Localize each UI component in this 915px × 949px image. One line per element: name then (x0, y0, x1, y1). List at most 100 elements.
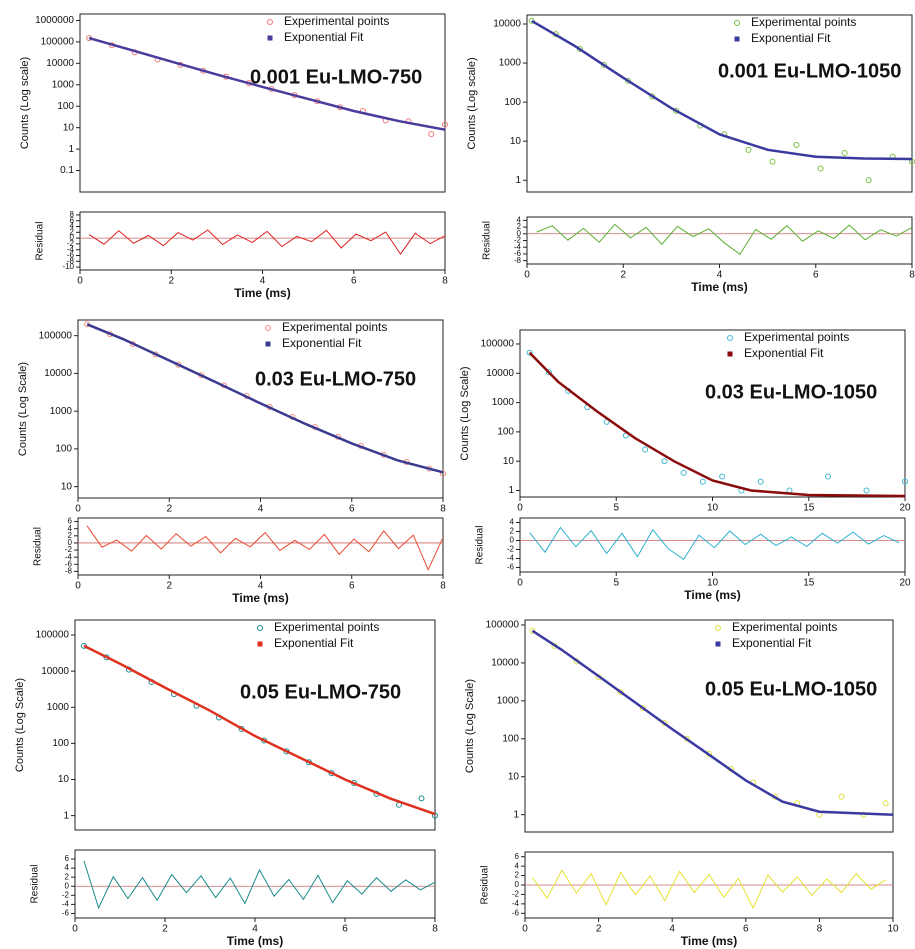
x-tick-label: 5 (613, 578, 619, 589)
y-tick-label: -6 (507, 563, 515, 572)
y-tick-label: 100 (502, 733, 519, 744)
legend-label: Exponential Fit (732, 636, 812, 650)
plot-frame (74, 849, 436, 919)
legend-marker (715, 625, 721, 631)
y-tick-label: 1 (508, 485, 514, 496)
y-tick-label: 0 (65, 881, 70, 890)
legend-marker (727, 335, 733, 341)
legend-label: Experimental points (284, 14, 389, 28)
y-tick-label: 10000 (491, 658, 519, 669)
y-tick-label: -2 (67, 239, 75, 248)
y-tick-label: 6 (515, 852, 520, 861)
y-tick-label: 6 (70, 216, 75, 225)
x-tick-label: 0 (77, 276, 83, 287)
y-tick-label: 6 (65, 854, 70, 863)
experimental-point (817, 165, 824, 172)
x-axis-label: Time (ms) (691, 280, 747, 294)
x-tick-label: 6 (349, 581, 355, 592)
x-tick-label: 6 (743, 924, 749, 935)
y-tick-label: -6 (65, 559, 73, 568)
y-tick-label: 0.1 (60, 165, 74, 176)
y-tick-label: 1000 (492, 397, 515, 408)
legend-marker (267, 35, 273, 41)
x-tick-label: 0 (517, 578, 523, 589)
y-axis-label: Counts (Log Scale) (14, 678, 26, 772)
experimental-point (617, 689, 624, 696)
x-tick-label: 8 (432, 924, 438, 935)
y-tick-label: 1 (68, 144, 74, 155)
y-tick-label: -4 (514, 242, 522, 251)
fit-line (83, 644, 436, 816)
y-tick-label: 4 (510, 518, 515, 527)
legend-label: Exponential Fit (284, 30, 364, 44)
legend-label: Experimental points (282, 320, 387, 334)
y-tick-label: 100000 (486, 620, 520, 631)
x-axis-label: Time (ms) (232, 591, 288, 605)
y-tick-label: -2 (507, 545, 515, 554)
annotation: 0.03 Eu-LMO-1050 (705, 381, 877, 403)
experimental-point (442, 121, 448, 128)
x-tick-label: 8 (817, 924, 823, 935)
y-tick-label: -8 (67, 256, 75, 265)
experimental-point (625, 77, 632, 84)
y-tick-label: 1000 (52, 79, 75, 90)
plot-frame (524, 619, 894, 833)
residual-line (86, 525, 444, 571)
experimental-point (661, 458, 668, 465)
y-axis-label: Residual (480, 866, 491, 905)
x-axis-label: Time (ms) (227, 934, 283, 948)
legend-marker (727, 351, 733, 357)
y-tick-label: 100 (497, 427, 514, 438)
y-tick-label: 1000 (497, 695, 520, 706)
legend-label: Experimental points (751, 15, 856, 29)
fit-line (531, 19, 913, 161)
y-tick-label: 0 (515, 880, 520, 889)
experimental-point (545, 369, 552, 376)
y-tick-label: 100 (55, 444, 72, 455)
x-tick-label: 8 (440, 581, 446, 592)
y-axis-label: Counts (Log Scale) (17, 362, 29, 456)
experimental-point (825, 473, 831, 480)
y-tick-label: 10 (510, 136, 522, 147)
y-tick-label: 1 (515, 175, 521, 186)
legend-label: Exponential Fit (744, 346, 824, 360)
x-tick-label: 8 (440, 504, 446, 515)
y-tick-label: 1000000 (35, 15, 74, 26)
fit-line (88, 36, 446, 131)
plot-frame (77, 517, 444, 576)
experimental-point (719, 473, 726, 480)
y-tick-label: -4 (507, 554, 515, 563)
y-tick-label: 1 (513, 809, 519, 820)
y-axis-label: Counts (Log scale) (466, 57, 478, 149)
x-tick-label: 4 (260, 276, 266, 287)
y-axis-label: Residual (33, 527, 44, 566)
y-tick-label: 6 (68, 517, 73, 526)
y-tick-label: 0 (70, 233, 75, 242)
legend-marker (734, 20, 740, 26)
residual-line (529, 526, 900, 561)
x-tick-label: 0 (75, 504, 81, 515)
legend-label: Exponential Fit (751, 31, 831, 45)
legend-label: Exponential Fit (274, 636, 354, 650)
legend-marker (257, 625, 263, 631)
x-tick-label: 0 (75, 581, 81, 592)
y-tick-label: 0 (510, 536, 515, 545)
y-tick-label: 1000 (50, 406, 73, 417)
x-tick-label: 0 (517, 503, 523, 514)
x-tick-label: 2 (166, 504, 172, 515)
y-axis-label: Counts (Log scale) (19, 57, 31, 149)
x-tick-label: 10 (887, 924, 899, 935)
y-tick-label: -10 (62, 262, 74, 271)
experimental-point (757, 478, 764, 485)
y-tick-label: 2 (515, 871, 520, 880)
legend-marker (715, 641, 721, 647)
x-tick-label: 4 (717, 270, 723, 281)
annotation: 0.05 Eu-LMO-750 (240, 681, 401, 703)
plot-frame (526, 216, 913, 265)
experimental-point (428, 131, 435, 138)
y-tick-label: 10000 (41, 666, 69, 677)
experimental-point (793, 141, 800, 148)
y-tick-label: 100 (57, 101, 74, 112)
experimental-point (642, 446, 649, 453)
y-tick-label: 1 (63, 810, 69, 821)
